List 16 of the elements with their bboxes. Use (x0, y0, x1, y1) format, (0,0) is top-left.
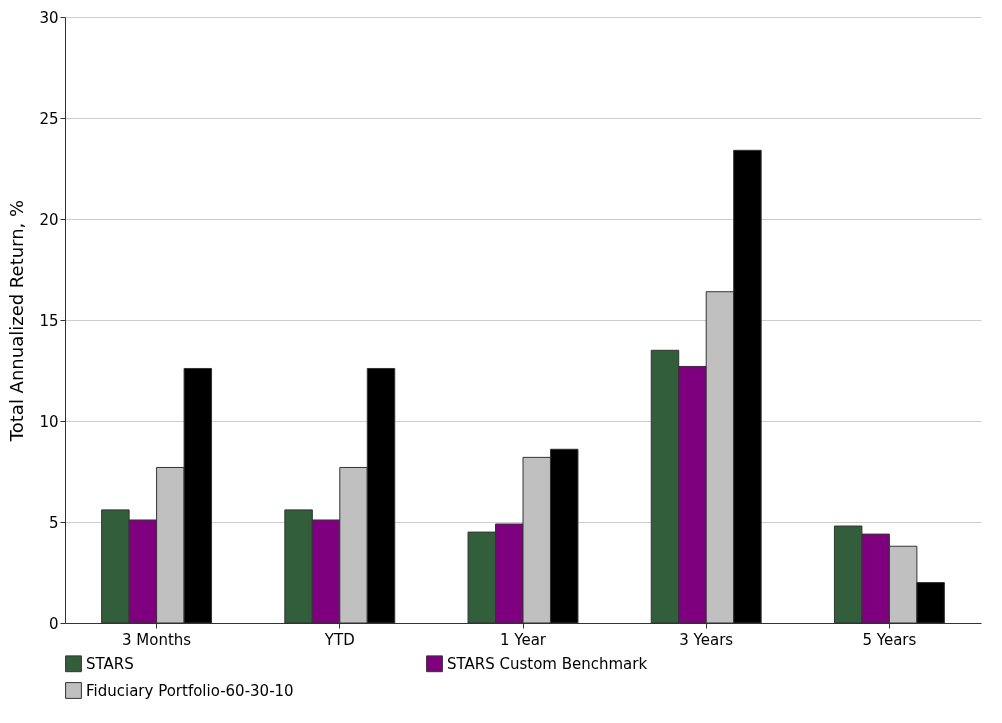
x-tick-label: 3 Months (122, 630, 192, 649)
legend-label: STARS Custom Benchmark (447, 654, 648, 673)
y-tick-label: 30 (39, 8, 59, 27)
y-tick-label: 10 (39, 412, 59, 431)
y-axis-title: Total Annualized Return, % (6, 199, 28, 443)
y-tick-label: 25 (39, 109, 59, 128)
y-tick-label: 5 (48, 513, 59, 532)
x-tick-label: 1 Year (499, 630, 547, 649)
y-tick-label: 15 (39, 311, 59, 330)
x-tick-label: 3 Years (679, 630, 734, 649)
x-tick-label: 5 Years (862, 630, 917, 649)
legend-label: Fiduciary Portfolio-60-30-10 (86, 681, 294, 700)
x-tick-label: YTD (323, 630, 355, 649)
legend-label: STARS (86, 654, 134, 673)
y-tick-label: 0 (48, 614, 59, 633)
y-tick-label: 20 (39, 210, 59, 229)
